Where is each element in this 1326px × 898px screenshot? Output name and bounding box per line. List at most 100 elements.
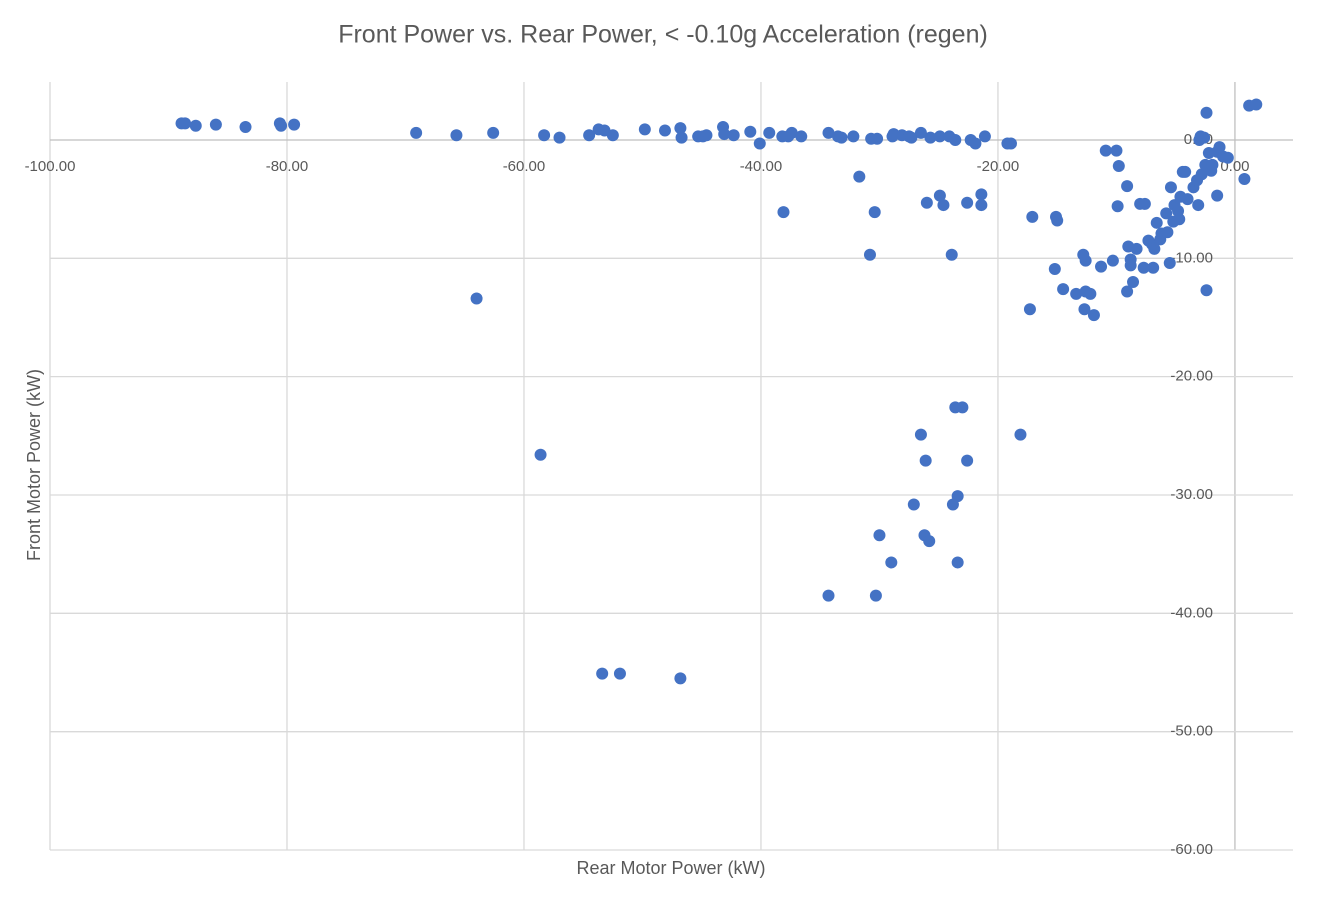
point <box>1121 180 1134 193</box>
point <box>1200 106 1213 119</box>
point <box>1200 284 1213 297</box>
point <box>1173 213 1186 226</box>
point <box>969 137 982 150</box>
point <box>606 129 619 142</box>
point <box>1150 216 1163 229</box>
point <box>1192 199 1205 212</box>
point <box>914 428 927 441</box>
point <box>933 189 946 202</box>
y-tick-label: -20.00 <box>1170 368 1213 385</box>
point <box>1014 428 1027 441</box>
x-tick-label: -80.00 <box>266 158 309 175</box>
point <box>1221 151 1234 164</box>
point <box>868 206 881 219</box>
point <box>835 131 848 144</box>
point <box>1213 141 1226 154</box>
point <box>1124 259 1137 272</box>
point <box>1023 303 1036 316</box>
y-tick-label: -40.00 <box>1170 604 1213 621</box>
point <box>873 529 886 542</box>
point <box>945 248 958 261</box>
point <box>538 129 551 142</box>
point <box>951 556 964 569</box>
point <box>553 131 566 144</box>
point <box>179 117 192 130</box>
x-tick-label: -20.00 <box>977 158 1020 175</box>
point <box>1163 257 1176 270</box>
point <box>1087 309 1100 322</box>
point <box>1048 262 1061 275</box>
point <box>487 126 500 139</box>
x-axis-title: Rear Motor Power (kW) <box>576 858 765 878</box>
point <box>1148 242 1161 255</box>
point <box>975 199 988 212</box>
point <box>961 454 974 467</box>
point <box>1127 275 1140 288</box>
point <box>869 589 882 602</box>
point <box>209 118 222 131</box>
point <box>1238 173 1251 186</box>
point <box>700 129 713 142</box>
point <box>1112 160 1125 173</box>
y-tick-label: -50.00 <box>1170 723 1213 740</box>
point <box>1079 254 1092 267</box>
point <box>924 131 937 144</box>
point <box>1111 200 1124 213</box>
point <box>822 589 835 602</box>
point <box>961 196 974 209</box>
point <box>1095 260 1108 273</box>
point <box>1130 242 1143 255</box>
point <box>410 126 423 139</box>
point <box>727 129 740 142</box>
point <box>1179 165 1192 178</box>
grid: -100.00-80.00-60.00-40.00-20.000.000.00-… <box>25 82 1293 858</box>
point <box>470 292 483 305</box>
point <box>919 454 932 467</box>
point <box>885 556 898 569</box>
point <box>946 498 959 511</box>
point <box>914 126 927 139</box>
point <box>1051 214 1064 227</box>
point <box>777 206 790 219</box>
point <box>1147 261 1160 274</box>
point <box>785 126 798 139</box>
point <box>288 118 301 131</box>
point <box>1211 189 1224 202</box>
point <box>923 535 936 548</box>
point <box>1078 303 1091 316</box>
point <box>1121 285 1134 298</box>
point <box>675 131 688 144</box>
point <box>1161 226 1174 239</box>
point <box>596 667 609 680</box>
point <box>863 248 876 261</box>
point <box>1070 287 1083 300</box>
point <box>1198 131 1211 144</box>
point <box>937 199 950 212</box>
point <box>583 129 596 142</box>
point <box>822 126 835 139</box>
point <box>949 133 962 146</box>
point <box>613 667 626 680</box>
x-tick-label: -100.00 <box>25 158 76 175</box>
x-tick-label: -40.00 <box>740 158 783 175</box>
point <box>1250 98 1263 111</box>
point <box>189 119 202 132</box>
y-tick-label: -30.00 <box>1170 486 1213 503</box>
point <box>1106 254 1119 267</box>
point <box>920 196 933 209</box>
point <box>658 124 671 137</box>
point <box>1206 158 1219 171</box>
chart-title: Front Power vs. Rear Power, < -0.10g Acc… <box>338 21 988 49</box>
point <box>753 137 766 150</box>
point <box>1004 137 1017 150</box>
point <box>744 125 757 138</box>
point <box>871 132 884 145</box>
plot-area <box>175 98 1263 685</box>
point <box>853 170 866 183</box>
point <box>239 120 252 133</box>
point <box>978 130 991 143</box>
point <box>1084 287 1097 300</box>
point <box>1110 144 1123 157</box>
point <box>1026 210 1039 223</box>
